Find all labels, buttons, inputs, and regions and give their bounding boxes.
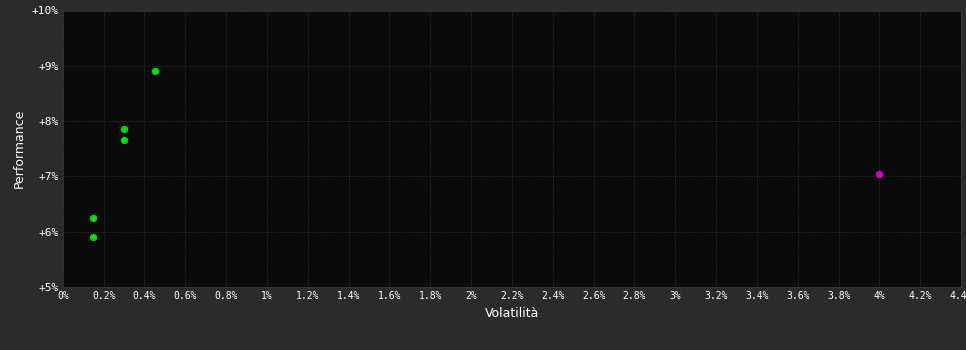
- Point: [86, 215, 101, 221]
- Point: [147, 69, 162, 74]
- Point: [116, 127, 131, 132]
- Y-axis label: Performance: Performance: [14, 109, 26, 188]
- Point: [871, 171, 887, 176]
- Point: [116, 138, 131, 143]
- X-axis label: Volatilità: Volatilità: [485, 307, 539, 320]
- Point: [86, 234, 101, 240]
